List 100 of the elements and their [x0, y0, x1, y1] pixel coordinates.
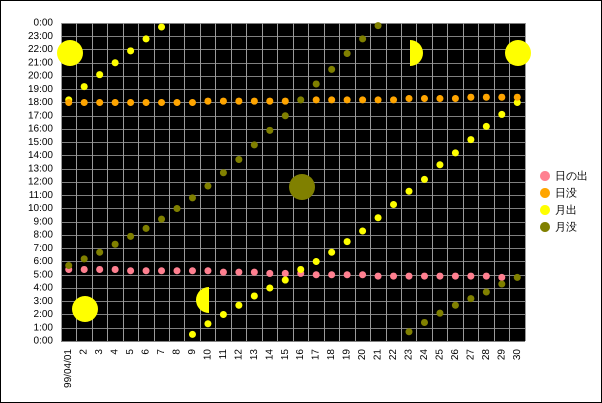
y-tick-label: 17:00 [28, 110, 54, 122]
point [452, 272, 459, 280]
point [250, 268, 258, 276]
point [220, 311, 227, 318]
point [344, 271, 351, 278]
y-tick-label: 11:00 [28, 190, 54, 201]
point [359, 271, 366, 278]
point [96, 248, 104, 256]
point [374, 272, 382, 280]
point [188, 267, 196, 274]
point [498, 94, 506, 101]
x-tick-label: 19 [342, 348, 353, 360]
point [344, 96, 351, 104]
point [127, 99, 134, 106]
point [406, 272, 412, 280]
point [65, 99, 72, 106]
y-tick-label: 9:00 [34, 216, 54, 228]
point [80, 255, 88, 262]
x-tick-label: 12 [233, 348, 244, 360]
x-tick-label: 26 [450, 348, 461, 360]
x-tick-label: 9 [186, 348, 198, 355]
x-tick-label: 25 [434, 348, 446, 360]
y-tick-label: 1:00 [34, 322, 54, 334]
point [312, 271, 320, 278]
y-tick-label: 2:00 [34, 309, 54, 320]
point [344, 50, 351, 57]
point [112, 240, 119, 248]
x-tick-label: 17 [310, 348, 322, 360]
y-tick-label: 5:00 [34, 269, 54, 280]
legend-label: 日の出 [555, 170, 588, 182]
x-tick-label: 6 [140, 348, 152, 355]
point [235, 98, 242, 105]
point [328, 271, 336, 278]
point [174, 267, 180, 274]
point [235, 302, 242, 309]
point [142, 35, 150, 42]
point [436, 95, 444, 102]
point [250, 98, 258, 105]
y-tick-label: 6:00 [34, 256, 54, 267]
point [188, 330, 196, 338]
y-tick-label: 19:00 [28, 84, 54, 95]
x-tick-label: 3 [94, 348, 106, 355]
point [406, 328, 412, 336]
x-tick-label: 15 [280, 348, 291, 360]
point [498, 274, 506, 281]
x-tick-label: 16 [295, 348, 306, 360]
point [158, 216, 166, 223]
y-tick-label: 0:00 [34, 18, 54, 28]
x-tick-label: 30 [512, 348, 523, 360]
y-tick-label: 20:00 [28, 70, 54, 82]
point [65, 262, 72, 269]
point [420, 95, 428, 102]
point [220, 169, 227, 176]
point [390, 96, 398, 104]
x-tick-label: 24 [418, 348, 430, 360]
point [80, 99, 88, 106]
y-tick-label: 12:00 [28, 176, 54, 188]
y-tick-label: 0:00 [34, 336, 54, 346]
point [390, 272, 398, 280]
point [514, 274, 521, 281]
point [359, 96, 366, 104]
x-tick-label: 20 [357, 348, 368, 360]
point [282, 270, 289, 277]
x-tick-label: 28 [480, 348, 492, 360]
point [482, 94, 490, 101]
point [452, 95, 459, 102]
point [467, 136, 474, 144]
point [359, 228, 366, 235]
point [204, 98, 212, 105]
point [96, 71, 104, 78]
legend-label: 月没 [555, 220, 577, 234]
point [390, 201, 398, 208]
y-tick-label: 13:00 [28, 163, 54, 174]
point [127, 267, 134, 274]
point [188, 99, 196, 106]
point [204, 267, 212, 274]
x-tick-label: 11 [218, 348, 229, 360]
point [420, 318, 428, 326]
point [282, 276, 289, 284]
point [498, 280, 506, 288]
point [142, 99, 150, 106]
point [482, 122, 490, 130]
point [406, 95, 412, 102]
legend-label: 月出 [555, 204, 577, 216]
x-tick-label: 29 [496, 348, 508, 360]
x-tick-label: 23 [404, 348, 414, 360]
x-tick-label: 8 [172, 348, 182, 355]
point [312, 80, 320, 88]
y-tick-label: 16:00 [28, 124, 54, 134]
point [344, 238, 351, 246]
point [96, 266, 104, 273]
point [467, 295, 474, 302]
y-tick-label: 7:00 [34, 242, 54, 254]
point [250, 141, 258, 148]
x-tick-label: 18 [326, 348, 338, 360]
y-tick-label: 8:00 [34, 230, 54, 240]
point [96, 99, 104, 106]
x-tick-label: 2 [78, 348, 90, 355]
point [127, 47, 134, 54]
point [467, 94, 474, 101]
